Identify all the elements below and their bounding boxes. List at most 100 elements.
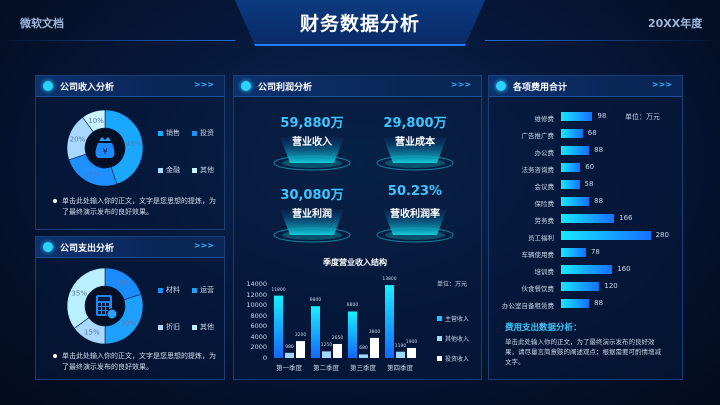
slice-label: 20% xyxy=(114,279,130,287)
kpi-value: 50.23% xyxy=(387,184,443,199)
income-legend: 销售 投资金融 其他 xyxy=(158,128,218,178)
more-arrows[interactable]: >>> xyxy=(193,80,214,89)
bar-data-label: 13800 xyxy=(382,277,397,283)
kpi-label: 营收利润率 xyxy=(390,209,440,220)
bar-其他收入-第一季度 xyxy=(285,352,294,358)
cost-row: 伙食餐饮费 120 xyxy=(484,281,684,293)
bar-data-label: 680 xyxy=(359,346,368,352)
bar-data-label: 2650 xyxy=(331,335,344,341)
cost-value: 280 xyxy=(655,231,669,239)
y-tick-label: 12000 xyxy=(246,290,267,299)
kpi-label: 营业收入 xyxy=(292,137,332,148)
analysis-text: 单击此处输入你的正文，为了最终演示发布的良好效果，请尽量言简意赅的阐述观点；根据… xyxy=(505,338,661,366)
legend-swatch xyxy=(437,316,442,321)
slice-label: 25% xyxy=(84,170,100,178)
legend-item: 其他 xyxy=(192,165,214,175)
bar-data-label: 1900 xyxy=(405,339,418,345)
bar-投资收入-第一季度 xyxy=(296,341,305,358)
cost-label: 保险费 xyxy=(534,200,555,208)
legend-swatch xyxy=(192,167,197,173)
cost-value: 88 xyxy=(594,146,604,154)
kpi-label: 营业成本 xyxy=(395,137,435,148)
cost-row: 法务咨询费 60 xyxy=(484,162,684,174)
cost-label: 广告推广费 xyxy=(521,132,555,140)
legend-swatch xyxy=(158,324,163,330)
kpi-pedestal xyxy=(272,135,352,171)
cost-label: 办公费 xyxy=(534,149,555,157)
more-arrows[interactable]: >>> xyxy=(651,80,672,89)
cost-value: 166 xyxy=(619,214,633,222)
cost-row: 办公室自备租赁费 88 xyxy=(484,298,684,310)
kpi-value: 30,080万 xyxy=(280,188,344,203)
cost-value: 60 xyxy=(585,163,595,171)
svg-text:¥: ¥ xyxy=(102,147,107,156)
legend-label: 其他 xyxy=(200,323,214,331)
chart-legend-item: 主营收入 xyxy=(437,314,469,323)
bar-主营收入-第二季度 xyxy=(311,306,320,358)
legend-label: 折旧 xyxy=(166,323,180,331)
legend-swatch xyxy=(158,287,163,293)
kpi-label: 营业利润 xyxy=(292,209,332,220)
bar-data-label: 1250 xyxy=(320,343,333,349)
expense-note: 单击此处输入你的正文，文字是您思想的提炼，为了最终演示发布的良好效果。 xyxy=(53,351,222,373)
cost-label: 会议费 xyxy=(534,183,555,191)
cost-label: 维修费 xyxy=(534,115,555,123)
cost-label: 培训费 xyxy=(534,268,555,276)
legend-label: 投资 xyxy=(200,129,214,137)
y-tick-label: 0 xyxy=(262,354,267,362)
cost-value: 120 xyxy=(604,282,618,290)
legend-label: 其他 xyxy=(200,166,214,174)
header-line-left xyxy=(0,40,235,41)
donut-slice-其他 xyxy=(82,109,106,133)
panel-title: 公司收入分析 xyxy=(60,83,115,93)
cost-row: 保险费 88 xyxy=(484,196,684,208)
page-title: 财务数据分析 xyxy=(299,13,420,35)
cost-value: 160 xyxy=(617,265,631,273)
y-tick-label: 4000 xyxy=(250,332,267,341)
y-tick-label: 2000 xyxy=(250,343,267,352)
cost-bar xyxy=(561,214,615,223)
cost-row: 广告推广费 68 xyxy=(484,128,684,140)
dot-icon xyxy=(43,81,53,91)
more-arrows[interactable]: >>> xyxy=(450,80,471,89)
legend-item: 折旧 xyxy=(158,322,180,332)
costs-panel: 各项费用合计 >>> xyxy=(488,75,683,380)
bar-其他收入-第二季度 xyxy=(322,351,331,358)
bar-其他收入-第四季度 xyxy=(396,351,405,358)
legend-label: 材料 xyxy=(166,286,180,294)
legend-item: 销售 xyxy=(158,128,180,138)
cost-bar xyxy=(561,163,581,172)
cost-row: 办公费 88 xyxy=(484,145,684,157)
bar-主营收入-第一季度 xyxy=(274,295,283,358)
bar-data-label: 9800 xyxy=(309,298,322,304)
income-note: 单击此处输入你的正文，文字是您思想的提炼，为了最终演示发布的良好效果。 xyxy=(53,196,222,218)
cost-row: 员工福利 280 xyxy=(484,230,684,242)
kpi-pedestal xyxy=(375,207,455,243)
cost-bar xyxy=(561,282,600,291)
header-year: 20XX年度 xyxy=(648,17,703,30)
cost-bar xyxy=(561,146,590,155)
cost-label: 员工福利 xyxy=(528,234,554,242)
y-tick-label: 6000 xyxy=(250,322,267,331)
legend-label: 金融 xyxy=(166,166,180,174)
bar-投资收入-第三季度 xyxy=(370,337,379,358)
chart-legend-item: 投资收入 xyxy=(437,354,469,363)
kpi-pedestal xyxy=(375,135,455,171)
legend-item: 金融 xyxy=(158,165,180,175)
cost-label: 伙食餐饮费 xyxy=(521,285,555,293)
dot-icon xyxy=(241,81,251,91)
y-tick-label: 8000 xyxy=(250,311,267,320)
bar-投资收入-第二季度 xyxy=(333,343,342,358)
cost-value: 98 xyxy=(597,112,607,120)
kpi-value: 29,800万 xyxy=(383,116,447,131)
more-arrows[interactable]: >>> xyxy=(193,241,214,250)
bar-其他收入-第三季度 xyxy=(359,354,368,358)
cost-bar xyxy=(561,180,580,189)
cost-row: 会议费 58 xyxy=(484,179,684,191)
legend-label: 其他收入 xyxy=(445,336,470,343)
chart-title: 季度营业收入结构 xyxy=(323,258,387,267)
bar-data-label: 980 xyxy=(285,344,294,350)
bar-主营收入-第四季度 xyxy=(385,285,394,358)
bar-data-label: 3200 xyxy=(294,333,307,339)
bar-主营收入-第三季度 xyxy=(348,311,357,358)
